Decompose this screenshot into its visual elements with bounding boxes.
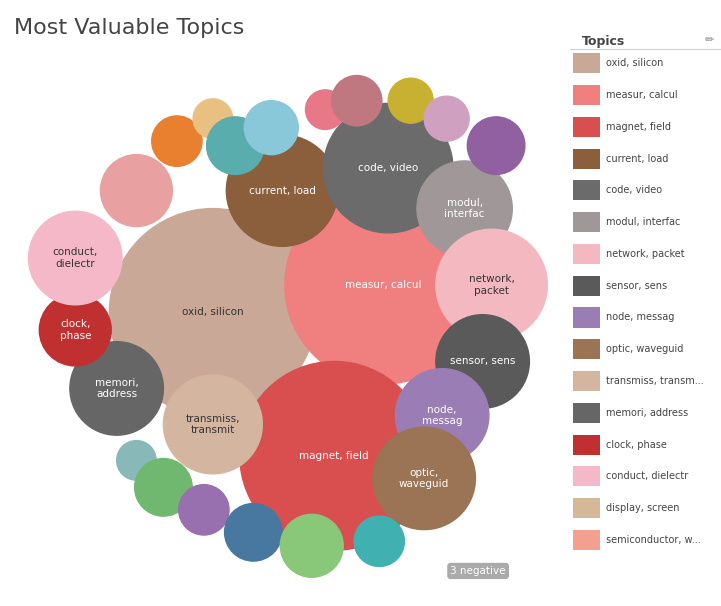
Text: 3 negative: 3 negative bbox=[451, 566, 506, 576]
Circle shape bbox=[285, 186, 482, 384]
FancyBboxPatch shape bbox=[572, 276, 600, 296]
Text: Topics: Topics bbox=[582, 35, 625, 48]
Circle shape bbox=[29, 211, 122, 305]
Text: network,
packet: network, packet bbox=[469, 275, 515, 296]
Circle shape bbox=[240, 361, 429, 550]
FancyBboxPatch shape bbox=[572, 53, 600, 73]
Text: oxid, silicon: oxid, silicon bbox=[606, 58, 663, 68]
Circle shape bbox=[135, 459, 193, 516]
Text: display, screen: display, screen bbox=[606, 503, 679, 513]
FancyBboxPatch shape bbox=[572, 371, 600, 391]
Text: current, load: current, load bbox=[606, 153, 668, 164]
Text: measur, calcul: measur, calcul bbox=[606, 90, 678, 100]
Circle shape bbox=[424, 96, 469, 141]
FancyBboxPatch shape bbox=[572, 339, 600, 359]
Text: optic, waveguid: optic, waveguid bbox=[606, 344, 684, 355]
Text: current, load: current, load bbox=[249, 185, 316, 196]
Text: network, packet: network, packet bbox=[606, 249, 684, 259]
Circle shape bbox=[70, 342, 164, 435]
Text: modul,
interfac: modul, interfac bbox=[444, 198, 485, 219]
Circle shape bbox=[280, 514, 343, 578]
Circle shape bbox=[206, 117, 264, 175]
Circle shape bbox=[151, 116, 202, 166]
Circle shape bbox=[226, 135, 338, 247]
Text: memori, address: memori, address bbox=[606, 408, 688, 418]
Text: code, video: code, video bbox=[358, 163, 418, 173]
Circle shape bbox=[388, 78, 433, 123]
Text: transmiss,
transmit: transmiss, transmit bbox=[185, 414, 240, 435]
Text: oxid, silicon: oxid, silicon bbox=[182, 307, 244, 317]
FancyBboxPatch shape bbox=[572, 403, 600, 423]
Circle shape bbox=[417, 161, 513, 256]
Text: clock, phase: clock, phase bbox=[606, 439, 667, 450]
FancyBboxPatch shape bbox=[572, 467, 600, 487]
Circle shape bbox=[110, 208, 317, 415]
Text: optic,
waveguid: optic, waveguid bbox=[399, 468, 449, 489]
Circle shape bbox=[436, 315, 529, 408]
Circle shape bbox=[244, 101, 298, 155]
Text: magnet, field: magnet, field bbox=[299, 451, 369, 461]
Text: conduct,
dielectr: conduct, dielectr bbox=[53, 247, 98, 269]
Circle shape bbox=[164, 375, 262, 474]
Text: node,
messag: node, messag bbox=[422, 405, 462, 426]
Text: transmiss, transm...: transmiss, transm... bbox=[606, 376, 704, 386]
Circle shape bbox=[395, 368, 489, 462]
Text: clock,
phase: clock, phase bbox=[60, 319, 91, 341]
Circle shape bbox=[306, 90, 345, 130]
Circle shape bbox=[224, 504, 282, 561]
FancyBboxPatch shape bbox=[572, 85, 600, 105]
Text: node, messag: node, messag bbox=[606, 313, 674, 322]
Text: magnet, field: magnet, field bbox=[606, 122, 671, 132]
FancyBboxPatch shape bbox=[572, 244, 600, 264]
Text: Most Valuable Topics: Most Valuable Topics bbox=[14, 18, 245, 38]
Text: semiconductor, w...: semiconductor, w... bbox=[606, 535, 701, 545]
FancyBboxPatch shape bbox=[572, 435, 600, 454]
FancyBboxPatch shape bbox=[572, 148, 600, 168]
FancyBboxPatch shape bbox=[572, 181, 600, 201]
Circle shape bbox=[117, 441, 156, 480]
FancyBboxPatch shape bbox=[572, 498, 600, 518]
Text: measur, calcul: measur, calcul bbox=[345, 280, 422, 290]
Circle shape bbox=[467, 117, 525, 175]
Circle shape bbox=[354, 516, 404, 567]
Circle shape bbox=[179, 485, 229, 535]
Text: code, video: code, video bbox=[606, 185, 662, 195]
Text: modul, interfac: modul, interfac bbox=[606, 217, 681, 227]
Circle shape bbox=[193, 99, 233, 138]
Circle shape bbox=[373, 427, 475, 530]
Circle shape bbox=[100, 155, 172, 227]
Text: sensor, sens: sensor, sens bbox=[450, 356, 516, 367]
FancyBboxPatch shape bbox=[572, 117, 600, 137]
Circle shape bbox=[332, 76, 382, 126]
Circle shape bbox=[40, 294, 111, 366]
FancyBboxPatch shape bbox=[572, 212, 600, 232]
FancyBboxPatch shape bbox=[572, 307, 600, 327]
Circle shape bbox=[324, 104, 453, 233]
FancyBboxPatch shape bbox=[572, 530, 600, 550]
Circle shape bbox=[436, 229, 547, 341]
Text: memori,
address: memori, address bbox=[94, 378, 138, 399]
Text: conduct, dielectr: conduct, dielectr bbox=[606, 471, 688, 481]
Text: ✏: ✏ bbox=[704, 35, 714, 45]
Text: sensor, sens: sensor, sens bbox=[606, 281, 667, 291]
